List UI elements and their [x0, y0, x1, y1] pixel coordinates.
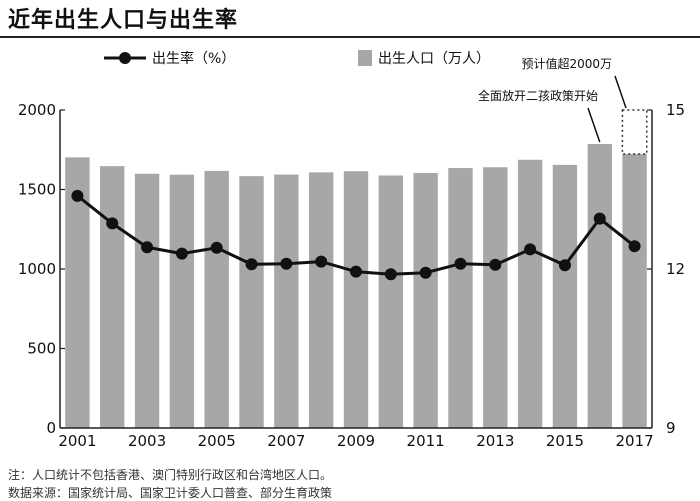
forecast-label: 预计值超2000万 — [521, 56, 612, 71]
legend-bar-swatch — [358, 50, 372, 66]
right-tick-label: 15 — [666, 101, 685, 119]
bar-2009 — [343, 171, 369, 428]
chart-title: 近年出生人口与出生率 — [8, 8, 239, 33]
legend-births: 出生人口（万人） — [378, 51, 490, 67]
x-tick-label: 2007 — [267, 432, 305, 450]
bar-2011 — [413, 172, 438, 428]
right-tick-label: 12 — [666, 260, 685, 278]
bar-2006 — [239, 176, 264, 428]
policy-pointer — [587, 107, 601, 143]
birth-rate-point-2008 — [315, 255, 328, 268]
x-tick-label: 2005 — [198, 432, 236, 450]
x-tick-label: 2009 — [337, 432, 375, 450]
birth-rate-point-2015 — [558, 259, 571, 272]
birth-rate-point-2016 — [593, 212, 606, 225]
bar-2003 — [134, 173, 160, 428]
bar-2010 — [378, 175, 404, 428]
x-tick-label: 2017 — [615, 432, 653, 450]
x-tick-label: 2013 — [476, 432, 514, 450]
birth-rate-point-2014 — [524, 243, 537, 256]
x-tick-label: 2011 — [407, 432, 445, 450]
footnote: 注：人口统计不包括香港、澳门特别行政区和台湾地区人口。 — [8, 468, 333, 482]
x-tick-label: 2001 — [58, 432, 96, 450]
bar-2012 — [448, 168, 473, 428]
birth-rate-point-2012 — [454, 257, 467, 270]
title-divider — [0, 36, 700, 38]
bar-2013 — [483, 167, 508, 429]
left-tick-label: 500 — [27, 340, 56, 358]
birth-rate-point-2005 — [210, 241, 223, 254]
bar-2008 — [308, 172, 334, 428]
birth-rate-point-2010 — [384, 268, 397, 281]
birth-rate-point-2007 — [280, 257, 293, 270]
bar-2005 — [204, 170, 229, 428]
forecast-pointer — [614, 75, 627, 109]
bar-2014 — [517, 159, 543, 428]
birth-rate-point-2004 — [175, 247, 188, 260]
policy-label: 全面放开二孩政策开始 — [478, 88, 598, 103]
right-tick-label: 9 — [666, 419, 676, 437]
left-tick-label: 2000 — [18, 101, 56, 119]
bar-2017 — [622, 154, 647, 428]
bar-2007 — [274, 174, 299, 428]
birth-rate-point-2013 — [489, 258, 502, 271]
bar-2016 — [587, 144, 612, 428]
birth-rate-point-2003 — [141, 241, 154, 254]
bar-2015 — [552, 164, 578, 429]
left-tick-label: 1500 — [18, 181, 56, 199]
x-tick-label: 2015 — [546, 432, 584, 450]
left-tick-label: 1000 — [18, 260, 56, 278]
birth-rate-point-2002 — [106, 217, 119, 230]
birth-rate-point-2001 — [71, 189, 84, 202]
legend-birth-rate: 出生率（%） — [152, 50, 235, 67]
birth-rate-point-2006 — [245, 258, 258, 271]
birth-rate-point-2011 — [419, 266, 432, 279]
birth-rate-point-2009 — [350, 265, 362, 278]
bar-2004 — [169, 174, 195, 428]
data-source: 数据来源：国家统计局、国家卫计委人口普查、部分生育政策 — [8, 486, 333, 500]
birth-rate-point-2017 — [628, 240, 641, 253]
x-tick-label: 2003 — [128, 432, 166, 450]
bar-2002 — [100, 166, 125, 428]
legend-marker-swatch — [119, 52, 131, 64]
left-tick-label: 0 — [46, 419, 56, 437]
forecast-box — [621, 109, 648, 155]
